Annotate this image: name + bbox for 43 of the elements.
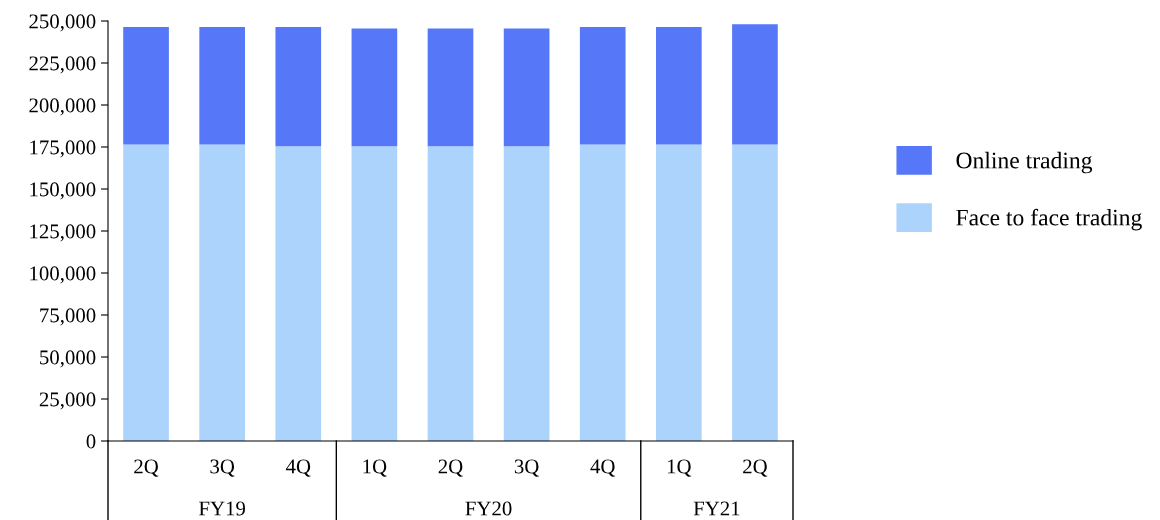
text: FY19 [199,501,246,516]
x-tick-label: 1Q [667,459,692,477]
y-tick-label: 175,000 [30,140,96,158]
y-tick-label: 75,000 [40,308,96,326]
bar [123,144,169,441]
text: FY20 [465,501,512,516]
text: FY21 [693,501,740,516]
x-tick-label: 4Q [590,459,616,477]
y-tick-label: 125,000 [30,224,96,242]
bar [275,26,322,147]
legend-label: Face to face trading [956,208,1142,231]
y-tick-label: 250,000 [29,14,96,32]
y-tick-label: 225,000 [29,56,96,74]
y-tick-label: 150,000 [30,182,96,200]
bar [732,144,778,441]
x-tick-label: 1Q [363,459,387,477]
bar [656,26,702,145]
bar [579,144,626,441]
y-tick-label: 50,000 [40,350,96,368]
bar [123,26,169,145]
bar [427,146,474,441]
bar [199,144,245,441]
y-tick-label: 0 [86,434,96,449]
bar [199,26,245,145]
y-tick-label: 25,000 [39,392,96,410]
bar [503,28,550,147]
bar [351,146,398,441]
bar [351,28,398,147]
bar [503,146,550,441]
x-tick-label: 2Q [743,459,768,477]
bar [656,144,702,441]
bar [732,24,778,145]
x-tick-label: 4Q [285,459,311,477]
x-tick-label: 2Q [438,459,463,477]
x-tick-label: 2Q [134,459,159,477]
bar [579,26,626,145]
bar [427,28,474,147]
legend-label: Online trading [956,151,1093,174]
y-tick-label: 200,000 [29,98,96,116]
y-tick-label: 100,000 [30,266,96,284]
x-tick-label: 3Q [514,459,539,477]
x-tick-label: 3Q [210,459,235,477]
bar [275,146,322,441]
